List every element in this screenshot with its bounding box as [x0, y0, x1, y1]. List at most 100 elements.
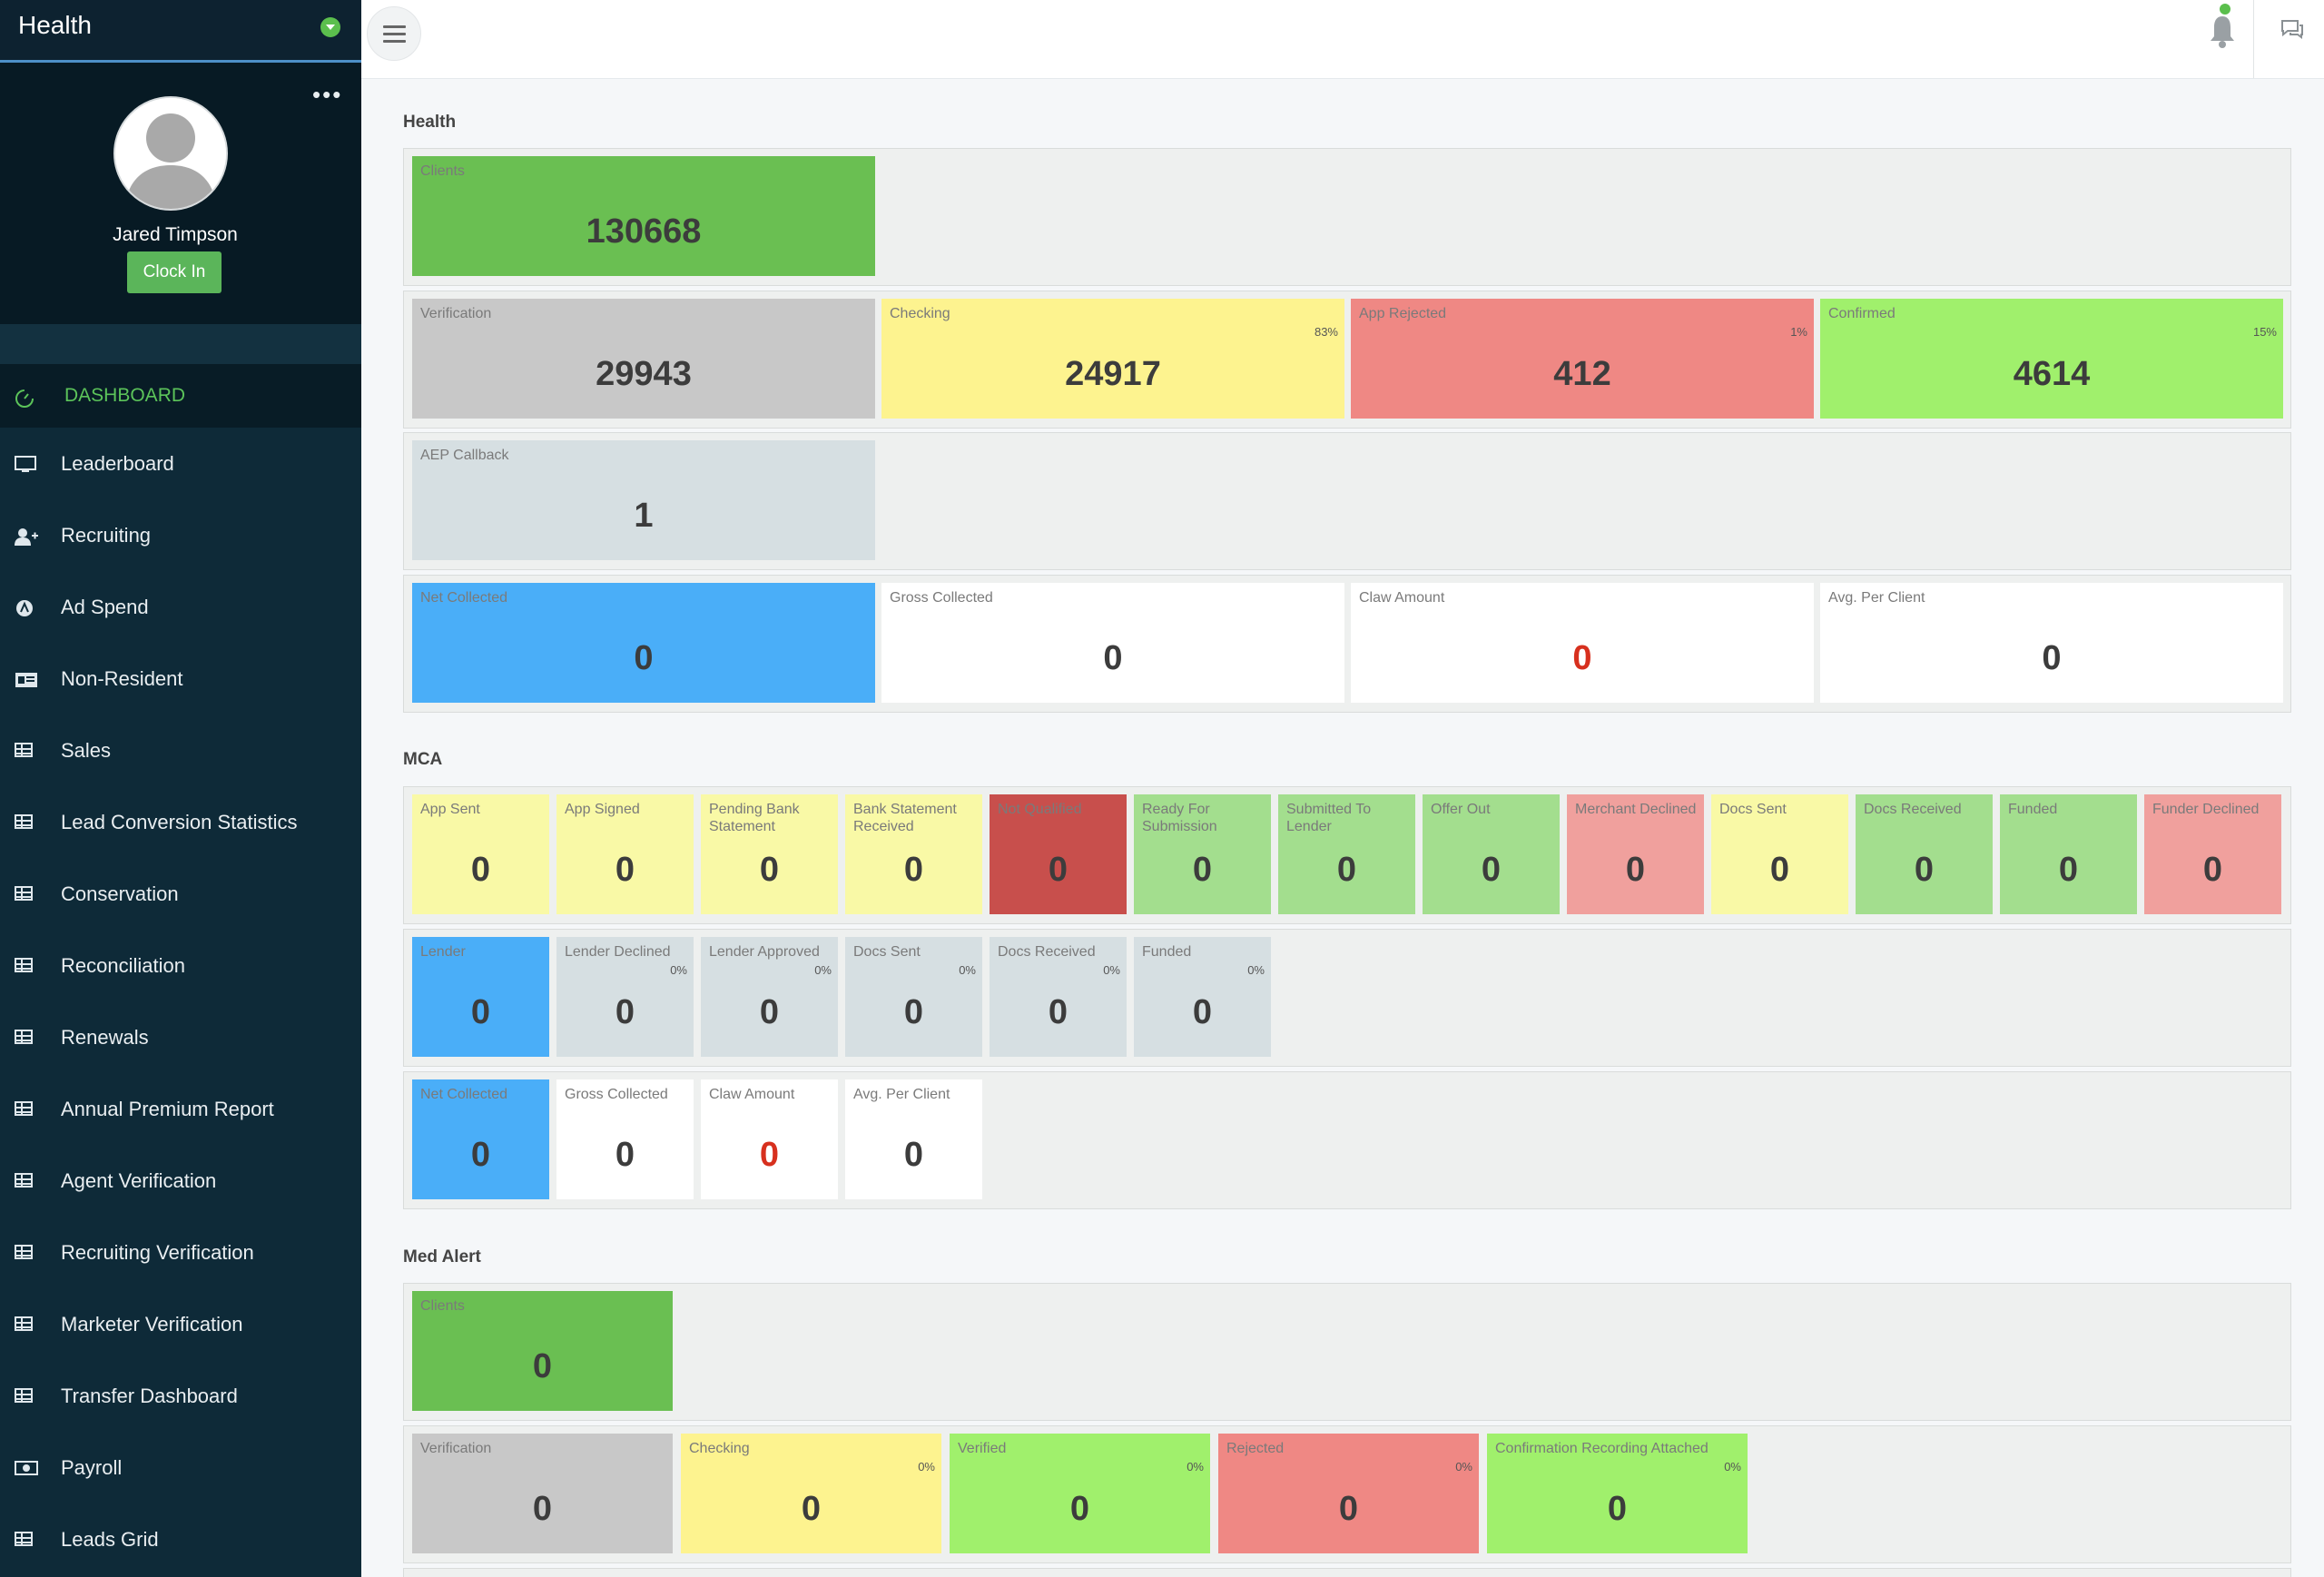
mca-lender-tile[interactable]: Lender 0: [412, 937, 549, 1057]
mca-not-qualified-tile[interactable]: Not Qualified 0: [990, 794, 1127, 914]
sidebar-item-recruiting[interactable]: Recruiting: [0, 499, 361, 571]
table-icon: [15, 957, 34, 974]
tile-label: Lender Approved: [709, 944, 820, 960]
med-alert-rejected-tile[interactable]: Rejected 0% 0: [1218, 1434, 1479, 1553]
avg-per-client-tile[interactable]: Avg. Per Client 0: [1820, 583, 2283, 703]
table-icon: [15, 1244, 34, 1261]
tile-value: 24917: [1065, 355, 1161, 393]
checking-tile[interactable]: Checking 83% 24917: [881, 299, 1344, 419]
med-alert-status-row: Verification 0 Checking 0% 0 Verified 0%…: [403, 1425, 2291, 1563]
mca-pending-bank-statement-tile[interactable]: Pending Bank Statement 0: [701, 794, 838, 914]
bell-icon[interactable]: [2208, 13, 2237, 49]
tile-label: Lender Declined: [565, 944, 671, 960]
med-alert-verified-tile[interactable]: Verified 0% 0: [950, 1434, 1210, 1553]
sidebar-item-transfer-dashboard[interactable]: Transfer Dashboard: [0, 1360, 361, 1432]
tile-label: Net Collected: [420, 590, 508, 606]
mca-lender-approved-tile[interactable]: Lender Approved 0% 0: [701, 937, 838, 1057]
sidebar-item-sales[interactable]: Sales: [0, 715, 361, 786]
tile-label: Avg. Per Client: [853, 1087, 950, 1102]
tile-label: Not Qualified: [998, 802, 1082, 817]
mca-submitted-to-lender-tile[interactable]: Submitted To Lender 0: [1278, 794, 1415, 914]
sidebar-item-agent-verification[interactable]: Agent Verification: [0, 1145, 361, 1217]
clients-tile[interactable]: Clients 130668: [412, 156, 875, 276]
tile-percent: 0%: [1247, 963, 1265, 977]
mca-app-signed-tile[interactable]: App Signed 0: [556, 794, 694, 914]
mca-lender-docs-sent-tile[interactable]: Docs Sent 0% 0: [845, 937, 982, 1057]
gross-collected-tile[interactable]: Gross Collected 0: [881, 583, 1344, 703]
tile-percent: 0%: [670, 963, 687, 977]
sidebar-item-conservation[interactable]: Conservation: [0, 858, 361, 930]
sidebar-item-non-resident[interactable]: Non-Resident: [0, 643, 361, 715]
mca-docs-received-tile[interactable]: Docs Received 0: [1856, 794, 1993, 914]
med-alert-clients-tile[interactable]: Clients 0: [412, 1291, 673, 1411]
sidebar-item-renewals[interactable]: Renewals: [0, 1001, 361, 1073]
tile-label: Pending Bank Statement: [709, 802, 800, 834]
monitor-icon: [15, 455, 36, 472]
mca-claw-amount-tile[interactable]: Claw Amount 0: [701, 1079, 838, 1199]
health-clients-row: Clients 130668: [403, 148, 2291, 286]
mca-funder-declined-tile[interactable]: Funder Declined 0: [2144, 794, 2281, 914]
med-alert-verification-tile[interactable]: Verification 0: [412, 1434, 673, 1553]
mca-ready-for-submission-tile[interactable]: Ready For Submission 0: [1134, 794, 1271, 914]
tile-value: 0: [759, 1136, 780, 1174]
tile-value: 4614: [2013, 355, 2091, 393]
avatar[interactable]: [113, 96, 228, 211]
clock-in-button[interactable]: Clock In: [127, 251, 222, 293]
section-title-mca: MCA: [403, 750, 443, 769]
mca-funded-tile[interactable]: Funded 0: [2000, 794, 2137, 914]
sidebar-item-reconciliation[interactable]: Reconciliation: [0, 930, 361, 1001]
med-alert-checking-tile[interactable]: Checking 0% 0: [681, 1434, 941, 1553]
tile-value: 0: [2058, 851, 2079, 889]
app-rejected-tile[interactable]: App Rejected 1% 412: [1351, 299, 1814, 419]
sidebar-item-label: Sales: [61, 738, 112, 762]
tile-label: Gross Collected: [565, 1087, 668, 1102]
sidebar-item-leads-grid[interactable]: Leads Grid: [0, 1503, 361, 1575]
health-aep-row: AEP Callback 1: [403, 432, 2291, 570]
tile-value: 0: [801, 1490, 822, 1528]
tile-value: 0: [1103, 639, 1123, 677]
mca-offer-out-tile[interactable]: Offer Out 0: [1423, 794, 1560, 914]
mca-lender-docs-received-tile[interactable]: Docs Received 0% 0: [990, 937, 1127, 1057]
sidebar: Health ••• Jared Timpson Clock In DASHBO…: [0, 0, 361, 1577]
tile-value: 130668: [586, 212, 702, 251]
sidebar-item-payroll[interactable]: Payroll: [0, 1432, 361, 1503]
user-plus-icon: [15, 527, 38, 546]
tile-label: Confirmed: [1828, 306, 1896, 321]
net-collected-tile[interactable]: Net Collected 0: [412, 583, 875, 703]
sidebar-item-label: Conservation: [61, 882, 179, 905]
verification-tile[interactable]: Verification 29943: [412, 299, 875, 419]
sidebar-item-annual-premium-report[interactable]: Annual Premium Report: [0, 1073, 361, 1145]
sidebar-item-dashboard[interactable]: DASHBOARD: [0, 364, 361, 428]
mca-bank-statement-received-tile[interactable]: Bank Statement Received 0: [845, 794, 982, 914]
sidebar-item-leaderboard[interactable]: Leaderboard: [0, 428, 361, 499]
mca-app-sent-tile[interactable]: App Sent 0: [412, 794, 549, 914]
mca-avg-per-client-tile[interactable]: Avg. Per Client 0: [845, 1079, 982, 1199]
sidebar-item-lead-conversion-statistics[interactable]: Lead Conversion Statistics: [0, 786, 361, 858]
mca-gross-collected-tile[interactable]: Gross Collected 0: [556, 1079, 694, 1199]
tile-percent: 83%: [1314, 325, 1338, 339]
sidebar-item-ad-spend[interactable]: Ad Spend: [0, 571, 361, 643]
claw-amount-tile[interactable]: Claw Amount 0: [1351, 583, 1814, 703]
sidebar-spacer: [0, 324, 361, 364]
mca-lender-funded-tile[interactable]: Funded 0% 0: [1134, 937, 1271, 1057]
aep-callback-tile[interactable]: AEP Callback 1: [412, 440, 875, 560]
hamburger-menu-button[interactable]: [367, 6, 421, 61]
tile-label: Submitted To Lender: [1286, 802, 1372, 834]
tile-value: 29943: [596, 355, 692, 393]
sidebar-item-label: Non-Resident: [61, 666, 183, 690]
chat-icon[interactable]: [2280, 18, 2305, 40]
mca-net-collected-tile[interactable]: Net Collected 0: [412, 1079, 549, 1199]
med-alert-confirmation-recording-tile[interactable]: Confirmation Recording Attached 0% 0: [1487, 1434, 1748, 1553]
mca-merchant-declined-tile[interactable]: Merchant Declined 0: [1567, 794, 1704, 914]
tile-percent: 0%: [1187, 1460, 1204, 1474]
mca-docs-sent-tile[interactable]: Docs Sent 0: [1711, 794, 1848, 914]
mca-lender-declined-tile[interactable]: Lender Declined 0% 0: [556, 937, 694, 1057]
sidebar-item-marketer-verification[interactable]: Marketer Verification: [0, 1288, 361, 1360]
sidebar-item-recruiting-verification[interactable]: Recruiting Verification: [0, 1217, 361, 1288]
sidebar-nav: DASHBOARD Leaderboard Recruiting Ad Spen…: [0, 364, 361, 1575]
confirmed-tile[interactable]: Confirmed 15% 4614: [1820, 299, 2283, 419]
sidebar-item-label: Leads Grid: [61, 1527, 159, 1551]
tile-label: Verification: [420, 1441, 492, 1456]
more-options-icon[interactable]: •••: [312, 81, 343, 108]
chevron-down-icon[interactable]: [320, 17, 340, 37]
